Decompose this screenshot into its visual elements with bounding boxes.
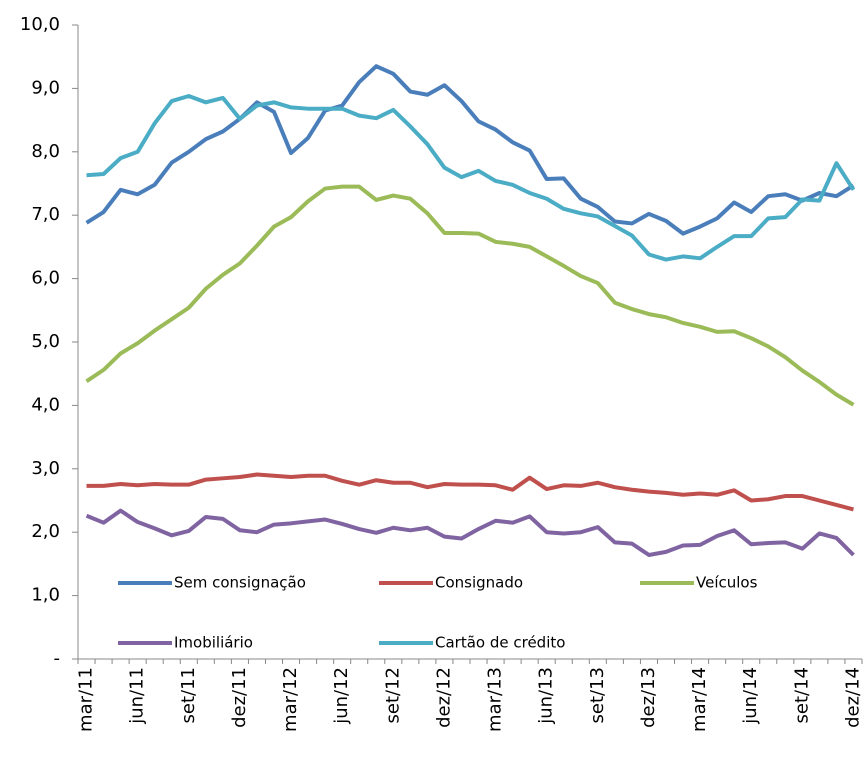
series-line [86, 94, 856, 262]
x-tick-label: jun/13 [536, 667, 557, 725]
y-tick-label: 9,0 [31, 77, 60, 98]
series-line [85, 64, 855, 236]
legend-label: Sem consignação [174, 574, 306, 592]
y-tick-label: 2,0 [31, 521, 60, 542]
y-tick-label: - [54, 648, 61, 669]
y-tick-label: 8,0 [31, 141, 60, 162]
y-tick-label: 6,0 [31, 268, 60, 289]
y-tick-label: 7,0 [31, 204, 60, 225]
x-tick-label: dez/12 [433, 667, 454, 728]
legend-label: Cartão de crédito [435, 634, 565, 652]
x-tick-label: set/14 [791, 667, 812, 723]
y-tick-label: 3,0 [31, 458, 60, 479]
x-tick-label: mar/14 [689, 667, 710, 732]
y-tick-label: 4,0 [31, 394, 60, 415]
legend-label: Consignado [435, 574, 523, 592]
x-tick-label: mar/11 [76, 667, 97, 732]
x-tick-label: set/13 [587, 667, 608, 723]
x-tick-label: set/12 [382, 667, 403, 723]
x-tick-label: set/11 [178, 667, 199, 723]
legend-label: Imobiliário [174, 634, 253, 652]
x-tick-label: dez/13 [638, 667, 659, 728]
x-tick-label: dez/11 [229, 667, 250, 728]
x-tick-label: jun/12 [331, 667, 352, 725]
x-tick-label: mar/13 [485, 667, 506, 732]
x-tick-label: jun/11 [127, 667, 148, 725]
y-tick-label: 1,0 [31, 585, 60, 606]
legend-label: Veículos [696, 574, 758, 592]
series-line [86, 472, 854, 512]
series-line [85, 184, 855, 407]
y-tick-label: 10,0 [20, 14, 60, 35]
x-tick-label: jun/14 [740, 667, 761, 725]
series-line [85, 508, 855, 558]
x-tick-label: dez/14 [842, 667, 863, 728]
x-tick-label: mar/12 [280, 667, 301, 732]
y-tick-label: 5,0 [31, 331, 60, 352]
